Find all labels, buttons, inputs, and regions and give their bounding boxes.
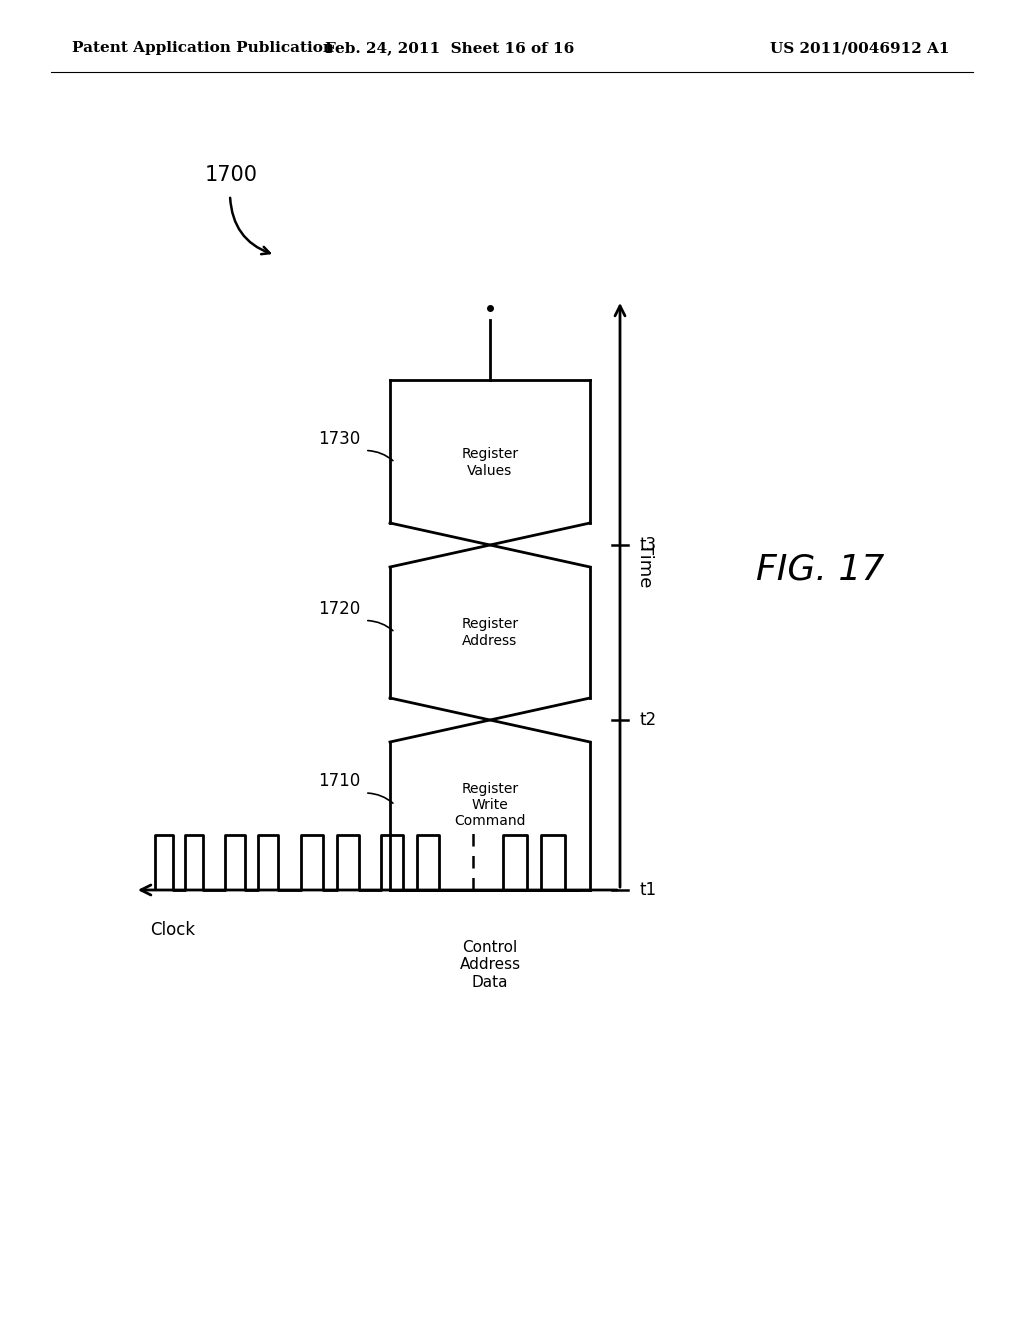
Text: Control
Address
Data: Control Address Data bbox=[460, 940, 520, 990]
Text: 1730: 1730 bbox=[317, 429, 360, 447]
Text: Register
Address: Register Address bbox=[462, 618, 518, 648]
Text: US 2011/0046912 A1: US 2011/0046912 A1 bbox=[770, 41, 950, 55]
Text: 1720: 1720 bbox=[317, 599, 360, 618]
Text: Feb. 24, 2011  Sheet 16 of 16: Feb. 24, 2011 Sheet 16 of 16 bbox=[326, 41, 574, 55]
Text: Register
Write
Command: Register Write Command bbox=[455, 781, 525, 828]
Text: FIG. 17: FIG. 17 bbox=[756, 553, 884, 587]
Text: 1710: 1710 bbox=[317, 772, 360, 789]
Text: Patent Application Publication: Patent Application Publication bbox=[72, 41, 334, 55]
Text: 1700: 1700 bbox=[205, 165, 258, 185]
Text: Register
Values: Register Values bbox=[462, 447, 518, 478]
Text: Time: Time bbox=[636, 543, 654, 587]
Text: t2: t2 bbox=[640, 711, 657, 729]
Text: t3: t3 bbox=[640, 536, 657, 554]
Text: t1: t1 bbox=[640, 880, 657, 899]
Text: Clock: Clock bbox=[150, 921, 196, 939]
